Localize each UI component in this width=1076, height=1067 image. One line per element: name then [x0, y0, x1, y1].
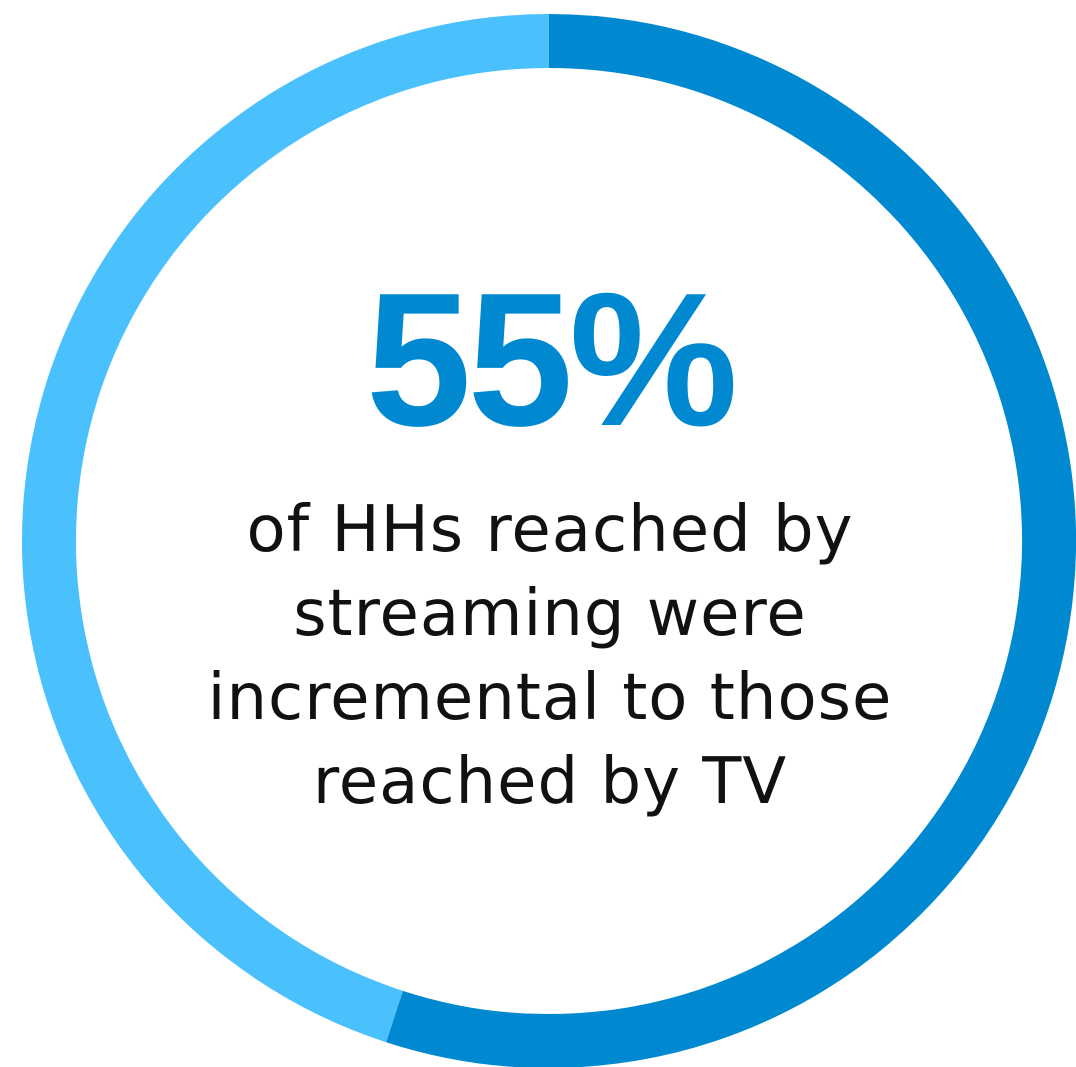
caption-line-1: of HHs reached by: [246, 493, 854, 567]
caption-line-2: streaming were: [293, 577, 807, 651]
center-value: 55%: [365, 254, 738, 466]
caption-line-4: reached by TV: [312, 745, 788, 819]
donut-slice-1: [386, 14, 1076, 1067]
donut-slice-2: [22, 14, 550, 1043]
caption: of HHs reached by streaming were increme…: [140, 488, 960, 824]
center-label: 55% of HHs reached by streaming were inc…: [140, 254, 960, 824]
caption-line-3: incremental to those: [207, 661, 893, 735]
